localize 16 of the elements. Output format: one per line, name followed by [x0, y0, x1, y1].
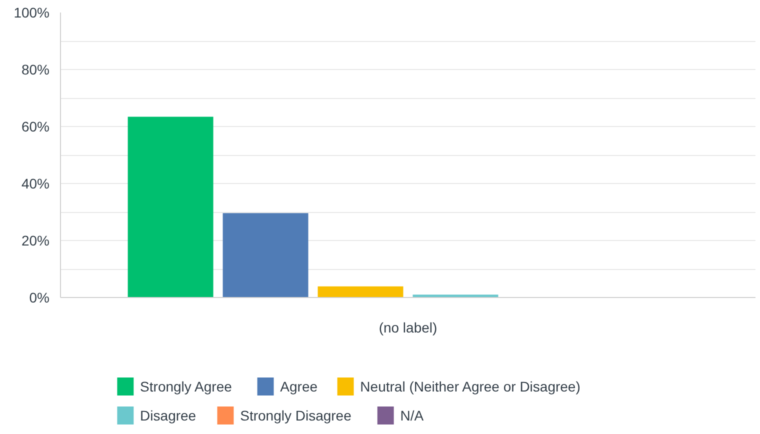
- bar: [128, 116, 214, 298]
- y-tick-label: 60%: [21, 118, 50, 134]
- y-tick-label: 40%: [21, 176, 50, 192]
- legend-label: Neutral (Neither Agree or Disagree): [360, 378, 580, 394]
- legend-label: Strongly Agree: [140, 378, 232, 394]
- y-tick-label: 0%: [29, 290, 50, 306]
- legend-label: Agree: [280, 378, 318, 394]
- legend-label: N/A: [400, 408, 424, 424]
- x-tick-label: (no label): [378, 320, 438, 336]
- bar: [318, 286, 404, 298]
- bar: [222, 213, 308, 298]
- legend-label: Disagree: [140, 408, 196, 424]
- y-tick-label: 80%: [21, 62, 50, 78]
- y-tick-label: 100%: [14, 4, 50, 20]
- y-tick-label: 20%: [21, 232, 50, 248]
- legend-label: Strongly Disagree: [240, 408, 352, 424]
